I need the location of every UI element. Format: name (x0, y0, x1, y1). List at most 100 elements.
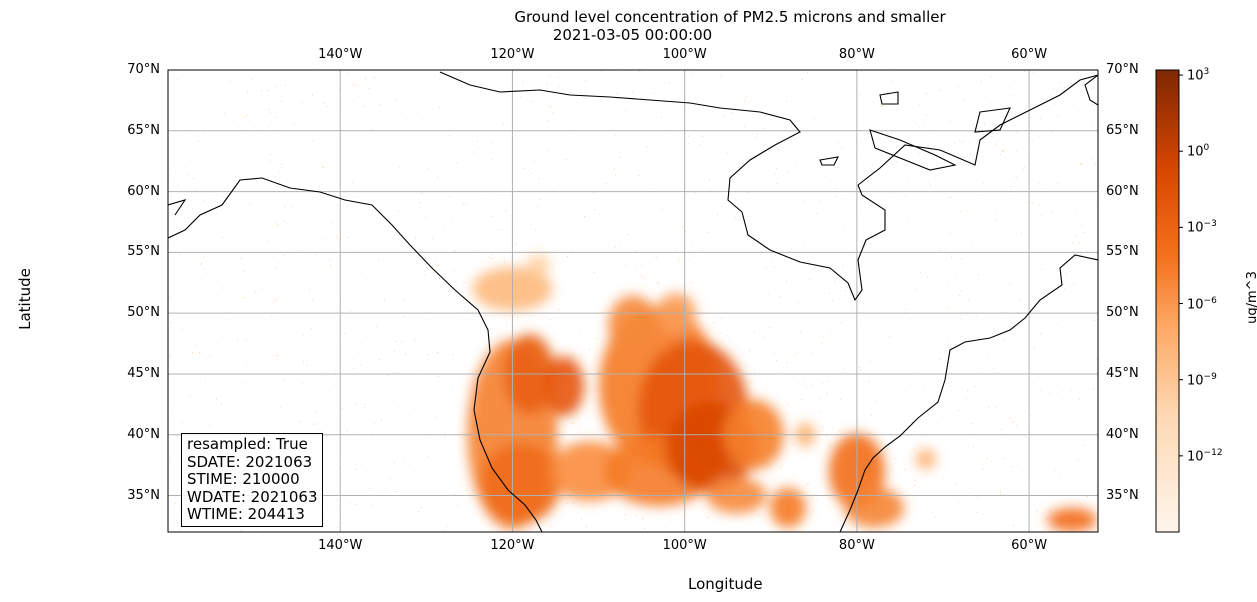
chart-title: Ground level concentration of PM2.5 micr… (514, 8, 946, 26)
speckle-point (914, 479, 916, 481)
speckle-point (258, 283, 260, 285)
speckle-point (716, 213, 718, 215)
speckle-point (910, 318, 912, 320)
speckle-point (825, 412, 827, 414)
speckle-point (834, 522, 836, 524)
speckle-point (720, 317, 722, 319)
speckle-point (312, 359, 314, 361)
speckle-point (567, 256, 569, 258)
speckle-point (624, 265, 626, 267)
speckle-point (1062, 398, 1064, 400)
speckle-point (381, 419, 383, 421)
speckle-point (178, 317, 180, 319)
x-tick-label-top: 100°W (662, 47, 707, 62)
speckle-point (364, 403, 366, 405)
speckle-point (611, 439, 613, 441)
speckle-point (894, 458, 896, 460)
speckle-point (963, 140, 965, 142)
speckle-point (960, 336, 962, 338)
speckle-point (1006, 318, 1008, 320)
speckle-point (1013, 182, 1015, 184)
speckle-point (488, 346, 490, 348)
speckle-point (364, 100, 366, 102)
speckle-point (517, 317, 519, 319)
speckle-point (674, 248, 676, 250)
speckle-point (1044, 187, 1046, 189)
speckle-point (502, 124, 504, 126)
speckle-point (448, 134, 450, 136)
speckle-point (169, 456, 171, 458)
plot-frame (167, 69, 1099, 533)
speckle-point (215, 342, 217, 344)
speckle-point (456, 162, 458, 164)
speckle-point (190, 119, 192, 121)
speckle-point (197, 140, 199, 142)
speckle-point (649, 187, 651, 189)
speckle-point (812, 509, 814, 511)
speckle-point (511, 337, 513, 339)
speckle-point (1057, 183, 1059, 185)
speckle-point (457, 525, 459, 527)
speckle-point (822, 383, 824, 385)
speckle-point (225, 318, 227, 320)
speckle-point (299, 421, 301, 423)
speckle-point (552, 112, 554, 114)
speckle-point (472, 489, 474, 491)
speckle-point (816, 458, 818, 460)
y-tick-label-left: 40°N (127, 426, 160, 442)
speckle-point (975, 315, 977, 317)
speckle-point (734, 217, 736, 219)
speckle-point (449, 196, 451, 198)
speckle-point (546, 82, 548, 84)
speckle-point (1033, 71, 1035, 73)
speckle-point (615, 245, 617, 247)
speckle-point (314, 71, 316, 73)
speckle-point (995, 424, 997, 426)
speckle-point (900, 333, 902, 335)
y-tick-label-left: 50°N (127, 305, 160, 321)
speckle-point (660, 116, 662, 118)
speckle-point (890, 305, 892, 307)
speckle-point (402, 316, 404, 318)
speckle-point (322, 166, 324, 168)
speckle-point (958, 294, 960, 296)
speckle-point (947, 285, 949, 287)
speckle-point (466, 489, 468, 491)
speckle-point (782, 281, 784, 283)
speckle-point (326, 424, 328, 426)
speckle-point (1079, 242, 1081, 244)
speckle-point (236, 261, 238, 263)
speckle-point (559, 308, 561, 310)
speckle-point (281, 167, 283, 169)
speckle-point (960, 290, 962, 292)
speckle-point (824, 523, 826, 525)
speckle-point (935, 491, 937, 493)
speckle-point (988, 438, 990, 440)
speckle-point (781, 412, 783, 414)
speckle-point (967, 390, 969, 392)
speckle-point (276, 116, 278, 118)
speckle-point (327, 511, 329, 513)
speckle-point (807, 101, 809, 103)
speckle-point (961, 258, 963, 260)
speckle-point (1021, 95, 1023, 97)
speckle-point (365, 78, 367, 80)
concentration-plume (1047, 507, 1098, 532)
speckle-point (860, 207, 862, 209)
speckle-point (480, 260, 482, 262)
speckle-point (676, 256, 678, 258)
speckle-point (1065, 273, 1067, 275)
speckle-point (351, 355, 353, 357)
speckle-point (895, 75, 897, 77)
speckle-point (991, 135, 993, 137)
speckle-point (407, 256, 409, 258)
speckle-point (594, 209, 596, 211)
speckle-point (999, 493, 1001, 495)
speckle-point (581, 518, 583, 520)
speckle-point (949, 196, 951, 198)
speckle-point (670, 520, 672, 522)
speckle-point (995, 379, 997, 381)
speckle-point (260, 289, 262, 291)
speckle-point (798, 300, 800, 302)
speckle-point (923, 385, 925, 387)
